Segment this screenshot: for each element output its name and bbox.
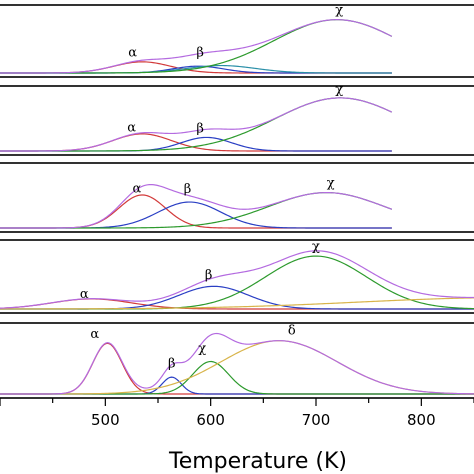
panel-1: α β χ — [0, 3, 474, 78]
sum-envelope-curve — [0, 19, 393, 74]
peak-label: χ — [335, 3, 343, 18]
x-tick-label: 600 — [196, 411, 225, 429]
peak-label: α — [80, 287, 89, 302]
peak-label: χ — [327, 176, 335, 191]
component-curve-beta — [0, 285, 474, 310]
sum-envelope-curve — [0, 250, 474, 309]
component-curve-chi — [0, 255, 474, 310]
peak-label: χ — [335, 83, 343, 98]
panel-frame — [0, 85, 474, 156]
x-tick-label: 700 — [302, 411, 331, 429]
peak-label: α — [133, 182, 142, 197]
component-curve-delta — [0, 340, 474, 395]
peak-label: α — [127, 120, 136, 135]
peak-label: β — [168, 356, 176, 371]
x-axis: 500 600 700 800 — [0, 398, 474, 429]
component-curve-alpha — [0, 194, 392, 229]
panel-frame — [0, 322, 474, 399]
panel-frame — [0, 4, 474, 78]
peak-label: α — [90, 327, 99, 342]
peak-label: χ — [312, 240, 320, 255]
sum-envelope-curve — [0, 183, 393, 229]
peak-label: β — [205, 268, 213, 283]
peak-label: δ — [288, 323, 296, 338]
panel-frame — [0, 162, 474, 233]
component-curve-beta — [0, 201, 392, 229]
panel-5: α β χ δ — [0, 322, 474, 399]
sum-envelope-curve — [0, 97, 393, 152]
panels-group: α β χ α β χ α β χ α β χ α β χ δ — [0, 3, 474, 399]
panel-frame — [0, 239, 474, 314]
peak-label: β — [196, 122, 204, 137]
component-curve-delta — [0, 297, 474, 310]
component-curve-alpha — [0, 342, 474, 395]
peak-label: α — [128, 46, 137, 61]
panel-2: α β χ — [0, 83, 474, 156]
x-tick-label: 500 — [91, 411, 120, 429]
peak-label: β — [196, 46, 204, 61]
x-tick-label: 800 — [407, 411, 436, 429]
peak-label: β — [184, 182, 192, 197]
peak-label: χ — [198, 342, 206, 357]
component-curve-beta — [0, 136, 392, 152]
x-axis-title: Temperature (K) — [168, 449, 347, 474]
panel-4: α β χ — [0, 239, 474, 314]
sum-envelope-curve — [0, 332, 474, 395]
